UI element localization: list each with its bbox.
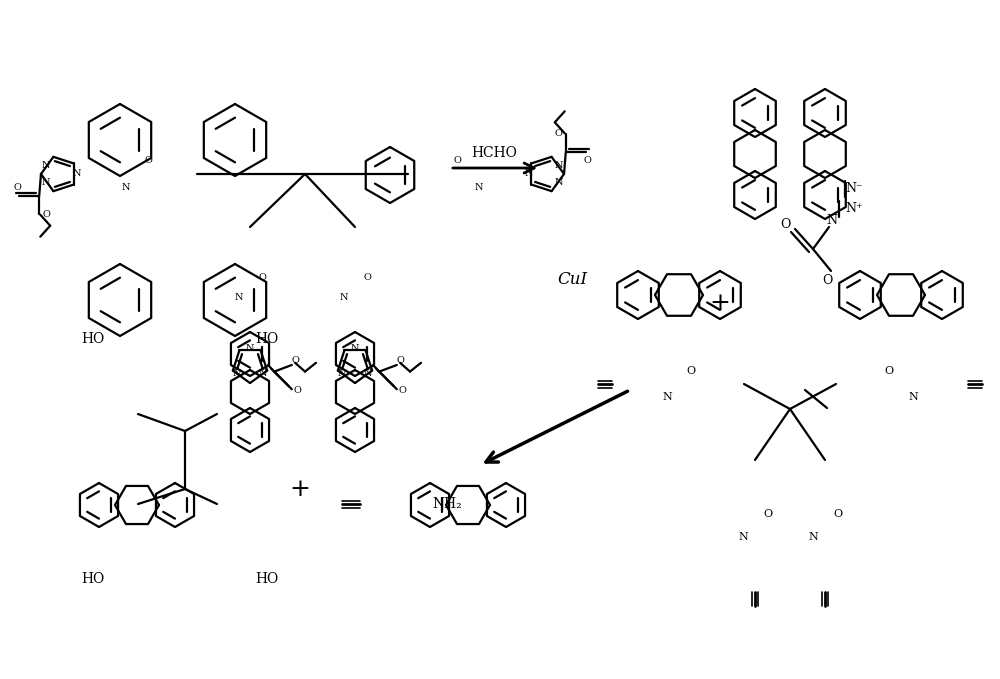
Text: O: O — [258, 272, 266, 282]
Text: O: O — [453, 156, 461, 165]
Text: N: N — [233, 369, 241, 378]
Text: N: N — [555, 161, 563, 170]
Text: HO: HO — [255, 572, 278, 586]
Text: O: O — [780, 217, 790, 230]
Text: N⁺: N⁺ — [845, 202, 863, 215]
Text: N: N — [259, 369, 267, 378]
Text: O: O — [764, 509, 773, 519]
Text: +: + — [710, 293, 730, 316]
Text: N: N — [42, 179, 50, 187]
Text: O: O — [292, 356, 300, 365]
Text: N: N — [72, 170, 81, 179]
Text: HO: HO — [82, 572, 105, 586]
Text: N: N — [738, 532, 748, 542]
Text: N: N — [340, 293, 348, 303]
Text: NH₂: NH₂ — [432, 497, 462, 511]
Text: O: O — [363, 272, 371, 282]
Text: O: O — [43, 210, 51, 219]
Text: N: N — [364, 369, 372, 378]
Text: N: N — [338, 369, 346, 378]
Text: N: N — [122, 183, 130, 191]
Text: HCHO: HCHO — [471, 146, 517, 160]
Text: N: N — [524, 170, 533, 179]
Text: O: O — [834, 509, 843, 519]
Text: +: + — [290, 477, 310, 500]
Text: N: N — [555, 179, 563, 187]
Text: O: O — [584, 156, 592, 165]
Text: O: O — [293, 386, 301, 394]
Text: N: N — [42, 161, 50, 170]
Text: N: N — [662, 392, 672, 402]
Text: O: O — [398, 386, 406, 394]
Text: N: N — [475, 183, 483, 191]
Text: O: O — [554, 129, 562, 138]
Text: CuI: CuI — [557, 270, 587, 287]
Text: N: N — [908, 392, 918, 402]
Text: N: N — [235, 293, 243, 303]
Text: O: O — [822, 274, 832, 287]
Text: HO: HO — [82, 332, 105, 346]
Text: O: O — [144, 156, 152, 165]
Text: O: O — [13, 183, 21, 191]
Text: O: O — [686, 366, 696, 375]
Text: HO: HO — [255, 332, 278, 346]
Text: O: O — [397, 356, 405, 365]
Text: N: N — [351, 344, 359, 353]
Text: N: N — [246, 344, 254, 353]
Text: N: N — [808, 532, 818, 542]
Text: N: N — [826, 215, 838, 227]
Text: O: O — [884, 366, 894, 375]
Text: N⁻: N⁻ — [845, 183, 863, 196]
